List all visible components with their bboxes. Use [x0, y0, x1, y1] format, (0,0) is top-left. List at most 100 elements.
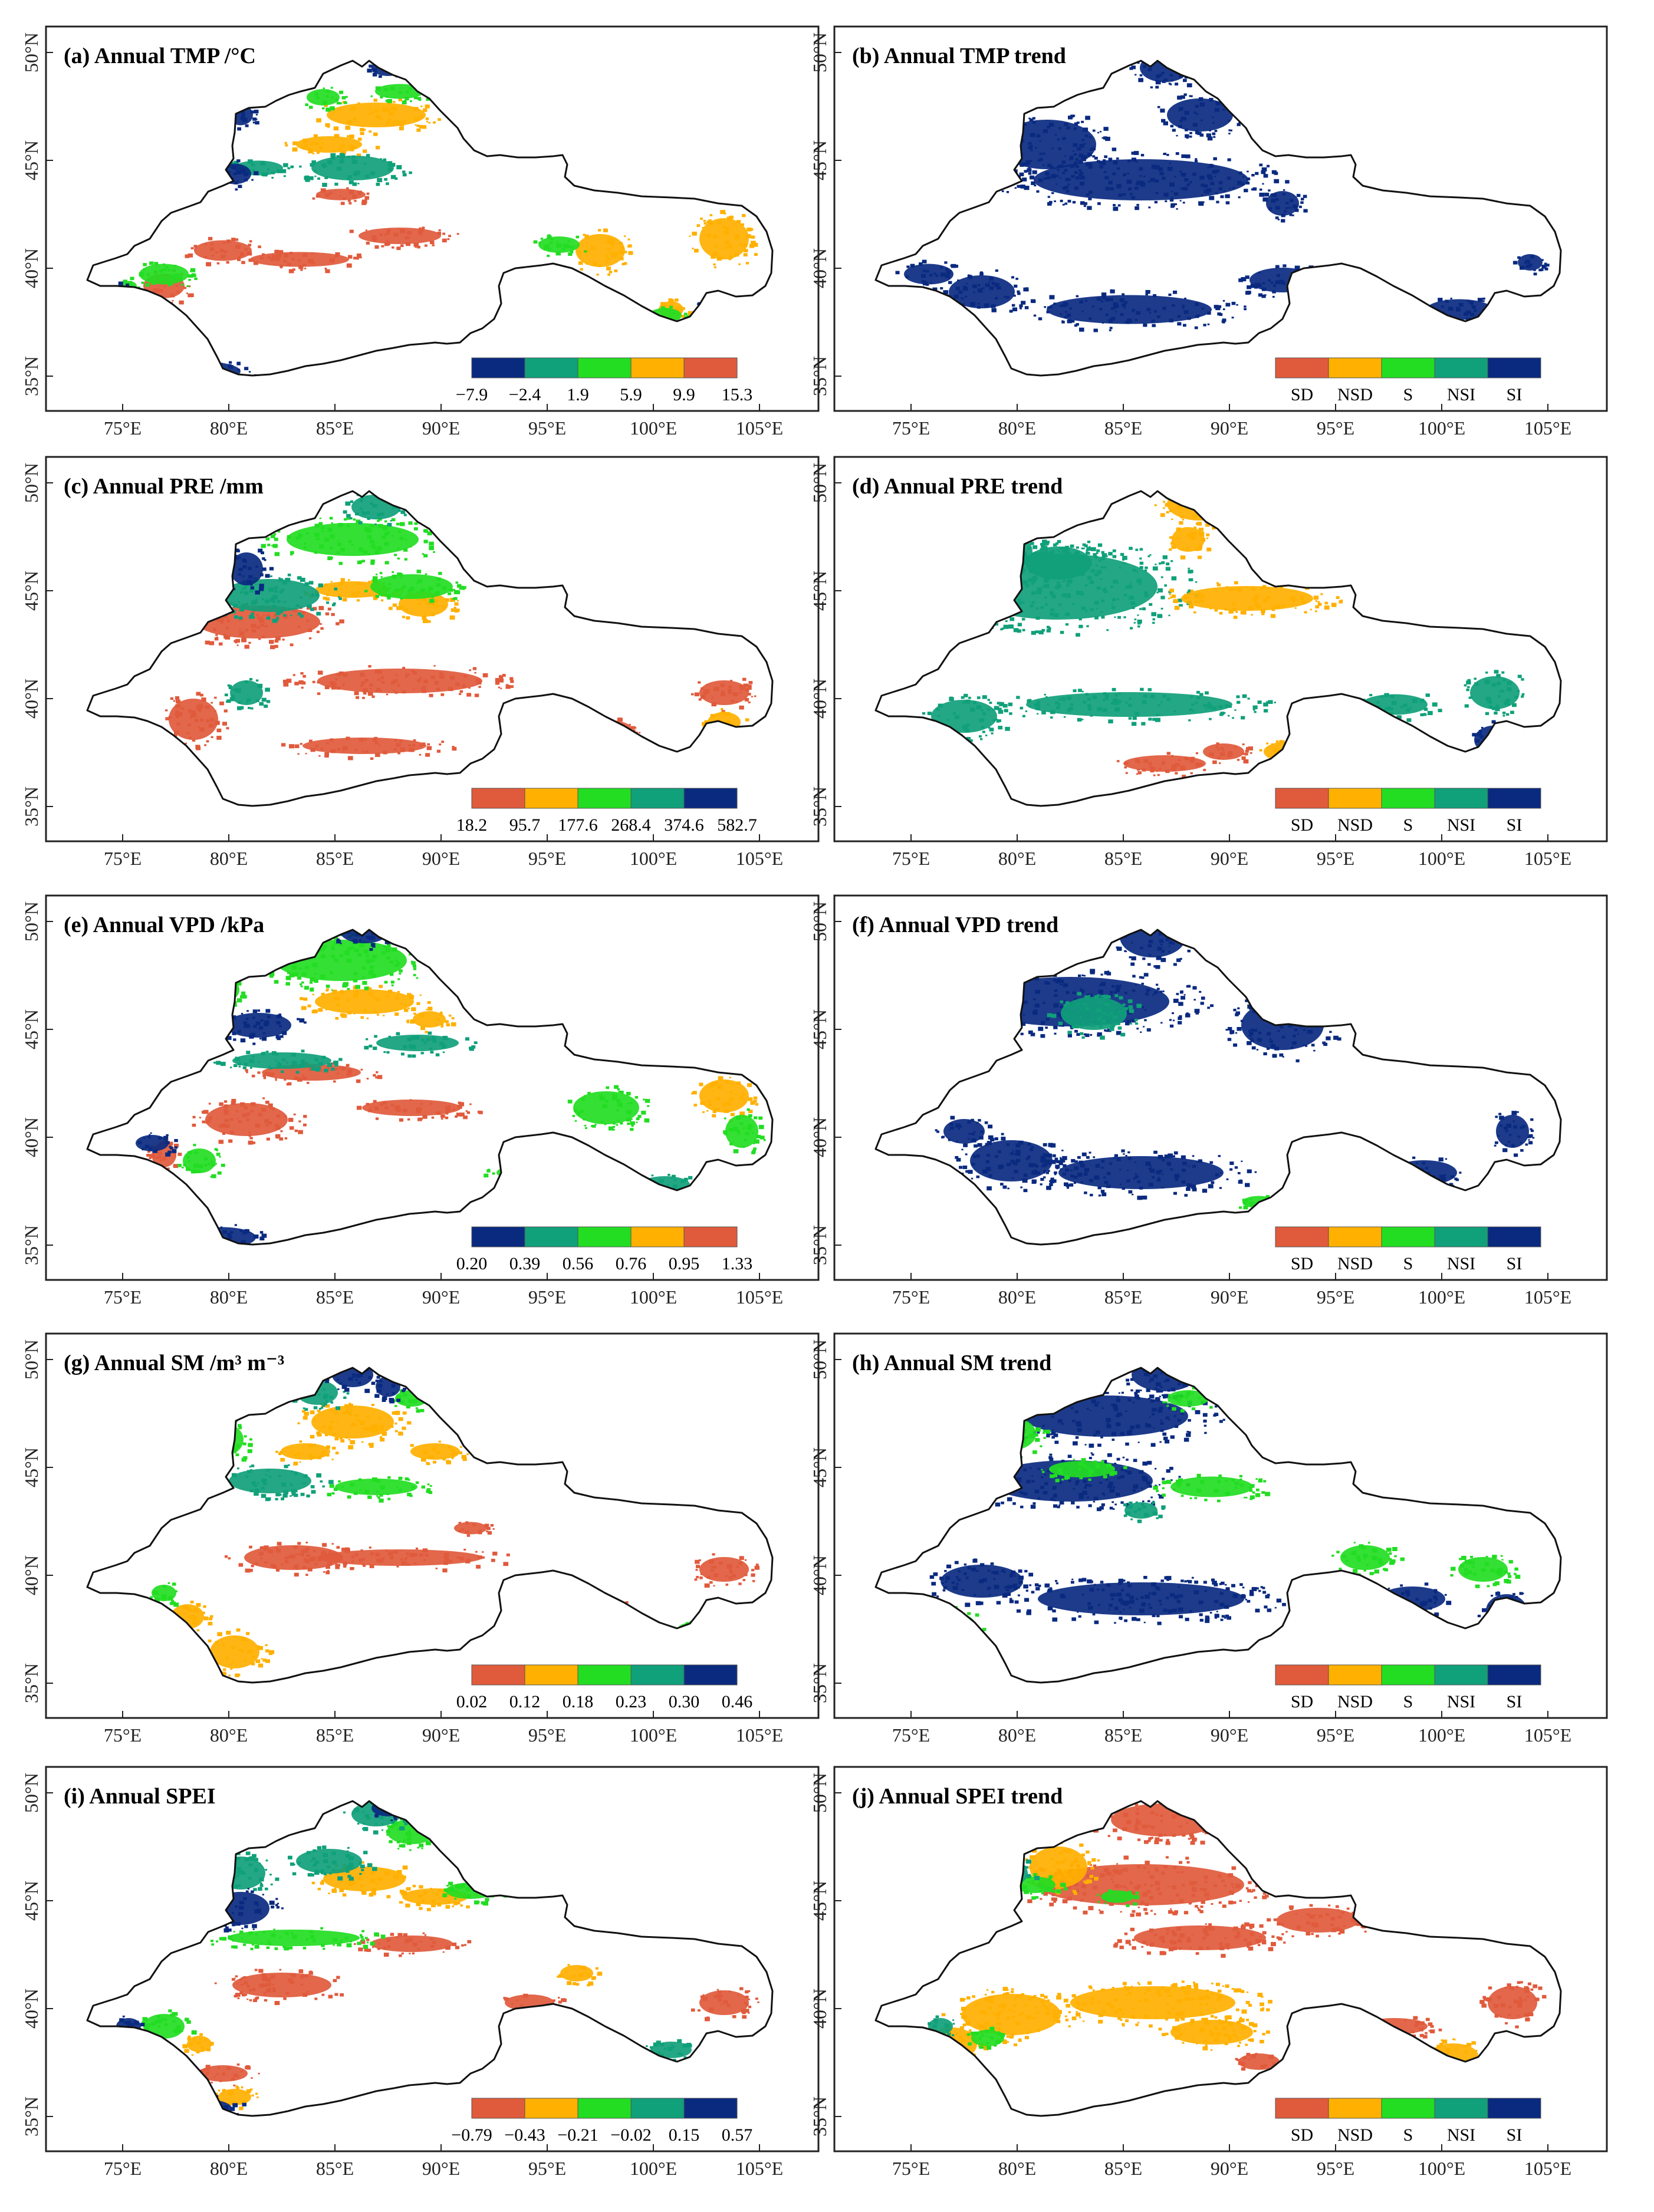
data-pixel — [1525, 259, 1530, 264]
data-pixel — [1008, 702, 1013, 706]
data-pixel — [322, 100, 327, 104]
data-pixel — [265, 172, 268, 175]
data-pixel — [235, 638, 240, 643]
data-pixel — [320, 975, 325, 979]
data-pixel — [1004, 709, 1008, 713]
data-pixel — [1464, 704, 1469, 708]
data-pixel — [1025, 160, 1031, 164]
lat-tick-label: 35°N — [809, 786, 830, 827]
data-pixel — [364, 527, 370, 532]
data-pixel — [1059, 304, 1063, 307]
data-pixel — [355, 985, 360, 989]
data-pixel — [1124, 301, 1128, 304]
data-pixel — [727, 689, 732, 693]
data-pixel — [619, 257, 624, 261]
data-pixel — [1502, 679, 1506, 682]
lon-tick-label: 80°E — [210, 417, 248, 439]
data-pixel — [1474, 677, 1477, 680]
data-pixel — [400, 1052, 405, 1056]
data-pixel — [306, 1081, 310, 1084]
data-pixel — [721, 708, 724, 710]
data-pixel — [763, 1139, 766, 1141]
data-pixel — [1185, 134, 1189, 138]
data-pixel — [269, 640, 274, 644]
data-pixel — [335, 997, 340, 1000]
data-pixel — [390, 1104, 394, 1107]
data-pixel — [1068, 116, 1073, 120]
data-pixel — [1482, 300, 1485, 302]
data-pixel — [1456, 307, 1461, 312]
data-pixel — [332, 944, 335, 947]
data-pixel — [1161, 761, 1166, 764]
data-pixel — [1482, 297, 1485, 300]
data-pixel — [415, 246, 417, 248]
data-pixel — [250, 586, 255, 590]
data-pixel — [1215, 192, 1218, 195]
data-pixel — [1001, 190, 1004, 192]
data-pixel — [344, 518, 347, 521]
data-pixel — [1201, 538, 1206, 542]
data-pixel — [192, 1124, 196, 1127]
lon-tick-label: 80°E — [210, 848, 248, 869]
data-pixel — [1164, 584, 1167, 587]
data-pixel — [1259, 192, 1265, 197]
data-pixel — [1248, 178, 1251, 180]
data-pixel — [265, 687, 270, 692]
data-pixel — [371, 235, 377, 239]
data-pixel — [364, 986, 369, 990]
data-pixel — [1163, 192, 1169, 197]
data-pixel — [1242, 694, 1247, 698]
data-pixel — [1427, 710, 1433, 715]
data-pixel — [457, 600, 459, 602]
data-pixel — [1175, 772, 1178, 775]
data-pixel — [354, 199, 357, 202]
data-pixel — [277, 1036, 281, 1041]
data-pixel — [413, 107, 419, 111]
data-pixel — [334, 937, 338, 941]
data-pixel — [251, 629, 257, 633]
data-pixel — [273, 614, 277, 617]
data-pixel — [921, 274, 926, 278]
data-patch — [287, 523, 419, 556]
data-pixel — [1272, 747, 1276, 750]
data-pixel — [1147, 688, 1152, 692]
data-pixel — [1185, 129, 1188, 131]
data-pixel — [1059, 164, 1064, 168]
data-pixel — [373, 576, 378, 581]
data-pixel — [324, 754, 329, 758]
data-pixel — [1199, 175, 1205, 180]
data-patch — [1047, 295, 1212, 324]
data-pixel — [711, 255, 715, 259]
data-pixel — [478, 686, 481, 688]
data-pixel — [333, 942, 337, 945]
data-pixel — [348, 540, 352, 543]
data-pixel — [1024, 186, 1030, 190]
data-pixel — [374, 753, 380, 757]
data-pixel — [231, 165, 236, 169]
data-pixel — [1169, 182, 1175, 187]
data-pixel — [1062, 203, 1065, 206]
legend-swatch-green — [577, 788, 632, 809]
data-pixel — [580, 268, 583, 271]
data-pixel — [1512, 261, 1518, 265]
data-pixel — [1175, 203, 1177, 205]
data-pixel — [1528, 264, 1533, 267]
data-pixel — [1262, 282, 1265, 285]
data-pixel — [167, 1167, 170, 1170]
data-pixel — [324, 1068, 328, 1072]
data-pixel — [1170, 510, 1173, 512]
data-pixel — [1171, 576, 1177, 581]
data-pixel — [325, 985, 330, 988]
data-pixel — [1096, 586, 1101, 590]
data-pixel — [422, 125, 427, 129]
data-pixel — [420, 1102, 423, 1105]
data-pixel — [1292, 214, 1294, 216]
data-pixel — [1145, 293, 1148, 295]
data-pixel — [1139, 582, 1142, 585]
data-pixel — [1227, 753, 1232, 758]
data-pixel — [405, 673, 409, 676]
data-pixel — [1122, 562, 1126, 564]
data-pixel — [1389, 707, 1393, 711]
data-pixel — [1018, 598, 1021, 602]
data-pixel — [1304, 611, 1307, 614]
